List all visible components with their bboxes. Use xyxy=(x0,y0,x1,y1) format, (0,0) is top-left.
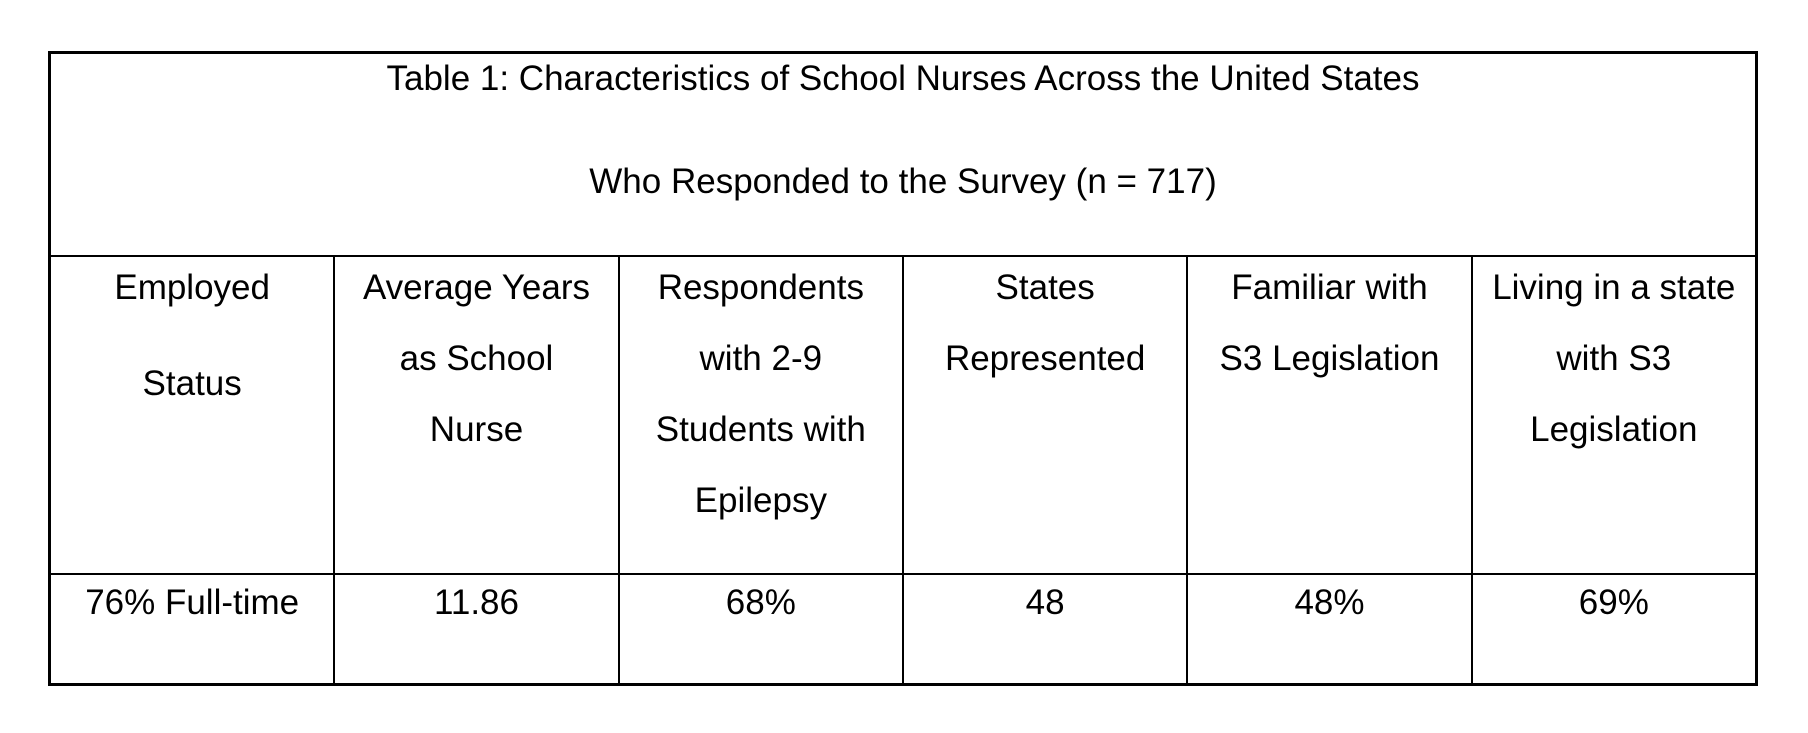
data-cell-states-represented: 48 xyxy=(904,575,1189,683)
table-header-row: Employed Status Average Years as School … xyxy=(51,257,1755,573)
header-line: Represented xyxy=(944,339,1146,378)
header-line: States xyxy=(995,268,1095,307)
header-line: Legislation xyxy=(1530,410,1698,449)
header-line: with 2-9 xyxy=(699,339,823,378)
data-cell-living-s3-state: 69% xyxy=(1578,583,1649,622)
header-line: Status xyxy=(142,364,242,403)
header-cell-average-years: Average Years as School Nurse xyxy=(335,257,620,573)
data-cell-respondents-epilepsy: 68% xyxy=(620,575,904,683)
header-line: Respondents xyxy=(657,268,864,307)
table-title-line-1: Table 1: Characteristics of School Nurse… xyxy=(386,59,1420,98)
data-cell-employed-status: 76% Full-time xyxy=(51,575,336,683)
table-caption: Table 1: Characteristics of School Nurse… xyxy=(51,54,1755,257)
header-line: Employed xyxy=(114,268,270,307)
header-line: with S3 xyxy=(1556,339,1672,378)
header-line: Average Years xyxy=(362,268,591,307)
header-line: Living in a state xyxy=(1492,268,1736,307)
header-line: Familiar with xyxy=(1231,268,1428,307)
header-line: S3 Legislation xyxy=(1219,339,1440,378)
header-line: Nurse xyxy=(429,410,524,449)
header-line: as School xyxy=(399,339,554,378)
header-cell-living-s3-state: Living in a state with S3 Legislation xyxy=(1473,257,1755,573)
header-line: Epilepsy xyxy=(694,481,827,520)
table-1-school-nurse-characteristics: Table 1: Characteristics of School Nurse… xyxy=(48,51,1758,686)
data-cell-familiar-s3-legislation: 48% xyxy=(1188,575,1473,683)
header-cell-states-represented: States Represented xyxy=(904,257,1189,573)
header-cell-employed-status: Employed Status xyxy=(51,257,336,573)
header-line: Students with xyxy=(655,410,866,449)
header-cell-respondents-epilepsy: Respondents with 2-9 Students with Epile… xyxy=(620,257,904,573)
header-cell-familiar-s3-legislation: Familiar with S3 Legislation xyxy=(1188,257,1473,573)
table-title-line-2: Who Responded to the Survey (n = 717) xyxy=(589,162,1217,201)
data-cell-average-years: 11.86 xyxy=(335,575,620,683)
table-data-row: 76% Full-time 11.86 68% 48 48% 69% xyxy=(51,573,1755,683)
